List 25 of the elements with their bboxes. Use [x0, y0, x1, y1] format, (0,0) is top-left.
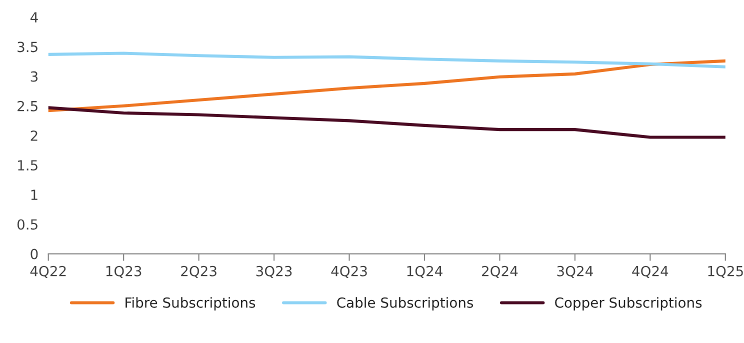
x-tick-label: 4Q23 — [331, 266, 367, 278]
line-series — [48, 59, 726, 112]
x-tick-label: 2Q23 — [181, 266, 216, 278]
y-tick-label: 0 — [30, 248, 38, 260]
y-tick-label: 3.5 — [18, 42, 38, 52]
y-tick-label: 3 — [30, 71, 38, 82]
x-tick-label: 1Q25 — [708, 266, 743, 278]
x-tick-label: 4Q22 — [30, 266, 66, 278]
legend-label: Fibre Subscriptions — [126, 297, 256, 311]
y-tick-label: 1 — [31, 190, 38, 200]
y-tick-label: 2 — [30, 130, 38, 141]
line-series — [48, 52, 726, 68]
y-tick-label: 4 — [30, 12, 38, 22]
line-series — [48, 106, 726, 139]
y-tick-label: 2.5 — [18, 100, 38, 112]
y-tick-label: 1.5 — [18, 160, 38, 171]
x-tick-label: 4Q24 — [632, 266, 668, 278]
x-tick-label: 3Q23 — [256, 266, 292, 278]
x-tick-label: 1Q23 — [106, 266, 142, 278]
x-tick-label: 2Q24 — [482, 266, 518, 278]
y-tick-label: 0.5 — [17, 219, 38, 230]
x-tick-label: 3Q24 — [557, 266, 593, 278]
legend-label: Copper Subscriptions — [555, 297, 702, 311]
legend-label: Cable Subscriptions — [337, 297, 474, 311]
x-tick-label: 1Q24 — [407, 266, 442, 278]
